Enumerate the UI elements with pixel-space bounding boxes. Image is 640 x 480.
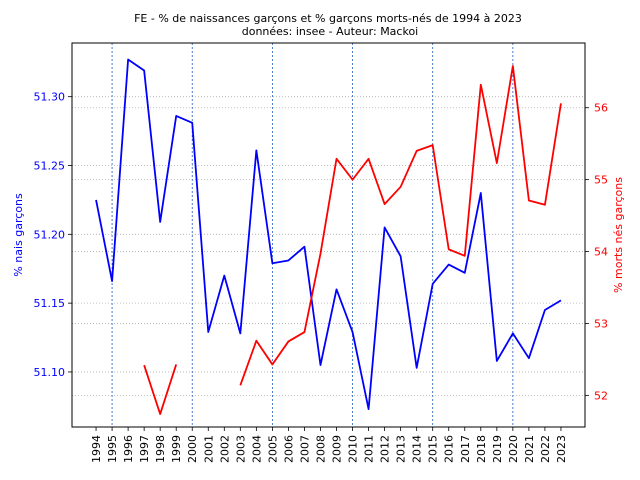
x-tick-label: 2005 bbox=[266, 435, 279, 463]
x-tick-label: 2022 bbox=[539, 435, 552, 463]
x-tick-label: 2002 bbox=[218, 435, 231, 463]
y-left-axis-ticks: 51.10 51.15 51.20 51.25 51.30 bbox=[34, 91, 72, 379]
x-tick-label: 2019 bbox=[491, 435, 504, 463]
x-tick-label: 1998 bbox=[154, 435, 167, 463]
y-left-tick-label: 51.20 bbox=[34, 228, 66, 241]
x-tick-label: 2001 bbox=[202, 435, 215, 463]
x-tick-label: 2017 bbox=[459, 435, 472, 463]
x-tick-label: 2004 bbox=[250, 435, 263, 463]
y-right-tick-label: 52 bbox=[594, 389, 608, 402]
x-tick-label: 2020 bbox=[507, 435, 520, 463]
x-tick-label: 2012 bbox=[379, 435, 392, 463]
x-tick-label: 2016 bbox=[443, 435, 456, 463]
x-tick-label: 2021 bbox=[523, 435, 536, 463]
y-left-tick-label: 51.10 bbox=[34, 366, 66, 379]
x-tick-label: 1999 bbox=[170, 435, 183, 463]
plot-frame bbox=[71, 42, 586, 428]
x-tick-label: 2018 bbox=[475, 435, 488, 463]
x-tick-label: 2003 bbox=[234, 435, 247, 463]
y-left-axis-label: % nais garçons bbox=[12, 193, 25, 277]
y-right-tick-label: 54 bbox=[594, 246, 608, 259]
series-line-right-segment-0 bbox=[143, 364, 178, 415]
series-line-right-segment-1 bbox=[239, 65, 562, 386]
x-tick-label: 2009 bbox=[331, 435, 344, 463]
grid-lines bbox=[72, 43, 585, 427]
x-tick-label: 2014 bbox=[411, 435, 424, 463]
x-tick-label: 2015 bbox=[427, 435, 440, 463]
y-left-tick-label: 51.25 bbox=[34, 159, 66, 172]
y-right-axis-ticks: 52 53 54 55 56 bbox=[585, 102, 608, 402]
x-tick-label: 1996 bbox=[122, 435, 135, 463]
x-tick-label: 2023 bbox=[555, 435, 568, 463]
plot-area bbox=[72, 43, 585, 427]
x-tick-label: 2000 bbox=[186, 435, 199, 463]
y-right-axis-label: % morts nés garçons bbox=[612, 177, 625, 293]
y-left-tick-label: 51.15 bbox=[34, 297, 66, 310]
series-line-left-segment-0 bbox=[95, 58, 562, 411]
x-tick-label: 1997 bbox=[138, 435, 151, 463]
y-right-tick-label: 53 bbox=[594, 317, 608, 330]
x-tick-label: 2013 bbox=[395, 435, 408, 463]
chart-title: FE - % de naissances garçons et % garçon… bbox=[134, 12, 522, 25]
chart-subtitle: données: insee - Auteur: Mackoi bbox=[242, 25, 419, 38]
x-tick-label: 2010 bbox=[347, 435, 360, 463]
x-tick-label: 1994 bbox=[90, 435, 103, 463]
x-tick-label: 2008 bbox=[314, 435, 327, 463]
x-axis-ticks: 1994 1995 1996 1997 1998 1999 2000 2001 2002 2003… bbox=[90, 427, 568, 463]
y-left-tick-label: 51.30 bbox=[34, 91, 66, 104]
y-right-tick-label: 56 bbox=[594, 102, 608, 115]
x-tick-label: 1995 bbox=[106, 435, 119, 463]
x-tick-label: 2011 bbox=[363, 435, 376, 463]
series-lines bbox=[95, 58, 562, 415]
x-tick-label: 2007 bbox=[298, 435, 311, 463]
y-right-tick-label: 55 bbox=[594, 174, 608, 187]
x-tick-label: 2006 bbox=[282, 435, 295, 463]
